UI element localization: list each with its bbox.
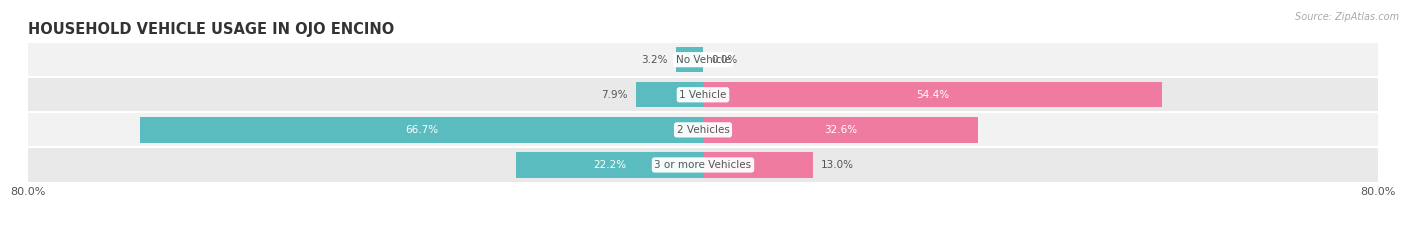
Text: 3.2%: 3.2% <box>641 55 668 65</box>
Bar <box>676 47 703 72</box>
Text: No Vehicle: No Vehicle <box>675 55 731 65</box>
Text: 7.9%: 7.9% <box>602 90 628 100</box>
Bar <box>28 147 1378 183</box>
Text: 13.0%: 13.0% <box>821 160 853 170</box>
Text: 0.0%: 0.0% <box>711 55 738 65</box>
Text: 54.4%: 54.4% <box>915 90 949 100</box>
Bar <box>637 82 703 107</box>
Text: Source: ZipAtlas.com: Source: ZipAtlas.com <box>1295 12 1399 22</box>
Bar <box>703 152 813 178</box>
Text: 2 Vehicles: 2 Vehicles <box>676 125 730 135</box>
Text: 22.2%: 22.2% <box>593 160 626 170</box>
Text: 3 or more Vehicles: 3 or more Vehicles <box>654 160 752 170</box>
Bar <box>28 77 1378 112</box>
Bar <box>703 82 1161 107</box>
Bar <box>28 112 1378 147</box>
Text: HOUSEHOLD VEHICLE USAGE IN OJO ENCINO: HOUSEHOLD VEHICLE USAGE IN OJO ENCINO <box>28 22 394 37</box>
Bar <box>141 117 703 143</box>
Text: 1 Vehicle: 1 Vehicle <box>679 90 727 100</box>
Text: 32.6%: 32.6% <box>824 125 858 135</box>
Bar <box>703 117 979 143</box>
Bar <box>28 42 1378 77</box>
Text: 66.7%: 66.7% <box>405 125 439 135</box>
Legend: Owner-occupied, Renter-occupied: Owner-occupied, Renter-occupied <box>583 231 823 234</box>
Bar <box>516 152 703 178</box>
